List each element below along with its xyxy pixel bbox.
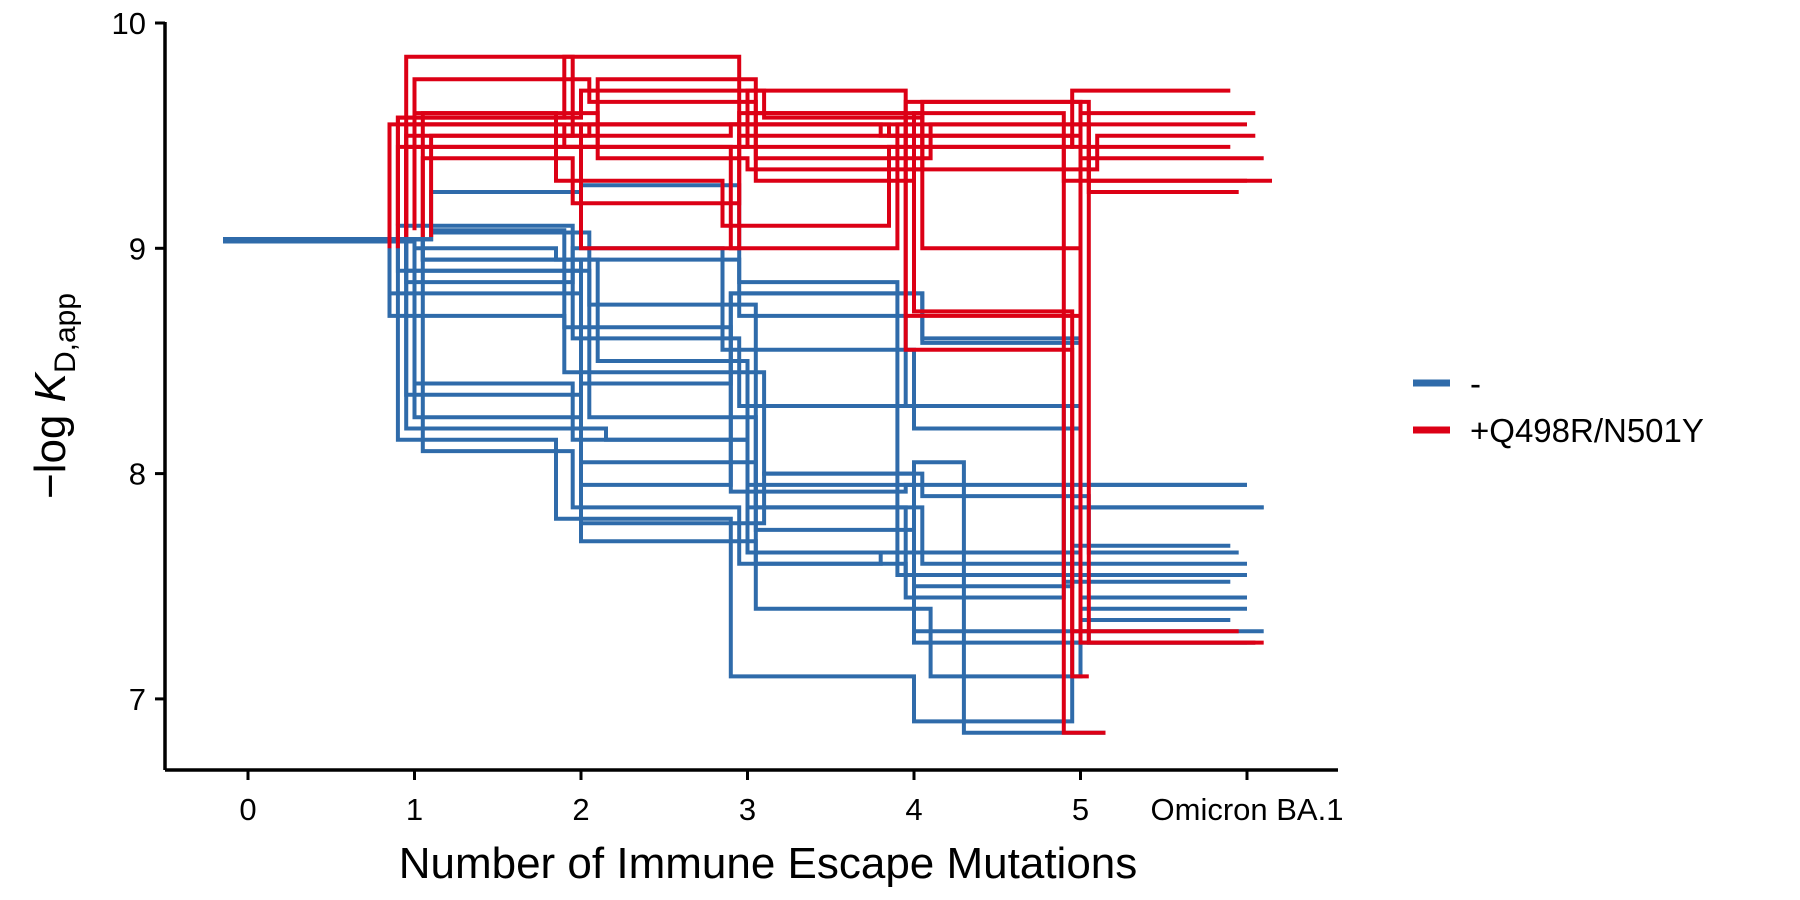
plot-area [223, 54, 1272, 735]
legend-label-series-2: +Q498R/N501Y [1470, 412, 1704, 449]
x-tick-label-2: 2 [572, 792, 589, 827]
series-2-trajectory-3 [412, 77, 1256, 226]
series-1-trajectory-18 [223, 239, 1247, 645]
x-tick-label-3: 3 [739, 792, 756, 827]
series-1-trajectory-9 [223, 237, 1264, 589]
y-axis-title: −log KD,app [26, 293, 82, 499]
x-tick-label-5: 5 [1072, 792, 1089, 827]
series-1-trajectory-2 [223, 239, 1264, 679]
y-axis-title-prefix: −log [26, 402, 75, 499]
series-2-trajectory-11 [420, 111, 1247, 318]
series-2-trajectory-14 [404, 111, 1256, 645]
y-tick-label-3: 10 [112, 6, 146, 41]
y-axis-title-variable: K [26, 371, 75, 402]
legend: - +Q498R/N501Y [1413, 365, 1704, 449]
x-tick-label-0: 0 [239, 792, 256, 827]
x-tick-label-1: 1 [406, 792, 423, 827]
series-2-trajectory-10 [404, 111, 1106, 735]
series-2-trajectory-5 [420, 99, 1264, 237]
y-axis-title-subscript: D,app [49, 293, 82, 373]
y-tick-label-1: 8 [129, 457, 146, 492]
x-axis-title: Number of Immune Escape Mutations [399, 839, 1138, 888]
legend-label-series-1: - [1470, 365, 1481, 402]
x-axis-ticks: 0 1 2 3 4 5 Omicron BA.1 [239, 770, 1343, 827]
x-tick-label-6: Omicron BA.1 [1151, 792, 1344, 827]
series-1-trajectory-1 [223, 237, 1256, 724]
series-2-trajectory-12 [395, 77, 1272, 249]
series-2-trajectory-13 [412, 111, 1231, 231]
series-1-trajectory-16 [223, 239, 1264, 566]
series-1-trajectory-7 [223, 237, 1247, 566]
series-1-trajectory-5 [223, 183, 1247, 577]
y-tick-label-0: 7 [129, 682, 146, 717]
y-tick-label-2: 9 [129, 231, 146, 266]
y-axis-ticks: 7 8 9 10 [112, 6, 165, 717]
x-tick-label-4: 4 [905, 792, 922, 827]
